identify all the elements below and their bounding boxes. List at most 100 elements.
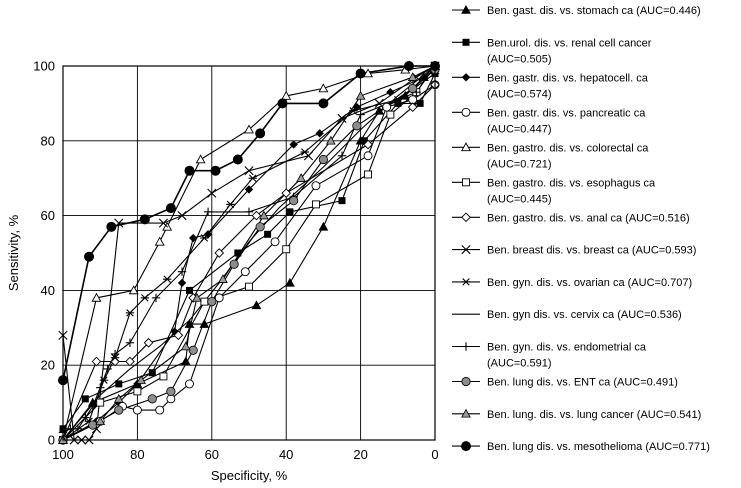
data-point-7 — [337, 113, 347, 123]
legend-item-7: Ben. breast dis. vs. breast ca (AUC=0.59… — [452, 245, 696, 257]
legend-marker — [461, 408, 471, 418]
x-axis-label: Specificity, % — [211, 468, 288, 483]
y-tick-label: 0 — [48, 433, 55, 448]
y-axis-ticks: 0 20 40 60 80 100 — [33, 59, 55, 448]
legend-marker — [461, 212, 471, 223]
data-point-4 — [244, 124, 254, 134]
data-point-0 — [285, 277, 295, 287]
data-point-13 — [106, 221, 117, 232]
data-point-7 — [374, 98, 384, 108]
data-point-8 — [226, 200, 235, 209]
data-point-13 — [318, 98, 329, 109]
data-point-3 — [311, 181, 321, 191]
data-point-8 — [125, 309, 135, 317]
data-point-13 — [84, 251, 95, 262]
legend-marker — [461, 73, 471, 82]
legend-label: (AUC=0.591) — [487, 358, 552, 370]
legend-marker — [462, 178, 470, 187]
legend-label: Ben.urol. dis. vs. renal cell cancer — [487, 37, 652, 49]
data-point-1 — [148, 369, 156, 377]
data-point-1 — [416, 99, 424, 107]
data-point-5 — [245, 282, 253, 291]
data-point-11 — [289, 196, 299, 206]
legend-item-12: Ben. lung. dis. vs. lung cancer (AUC=0.5… — [452, 408, 701, 421]
data-point-1 — [360, 137, 368, 145]
data-point-10 — [125, 338, 135, 347]
x-axis-ticks: 100 80 60 40 20 0 — [52, 447, 438, 462]
legend-marker — [462, 38, 470, 46]
x-tick-label: 100 — [52, 447, 74, 462]
data-point-5 — [312, 200, 320, 209]
data-point-13 — [277, 98, 288, 109]
data-point-2 — [289, 140, 298, 149]
data-point-2 — [419, 73, 429, 82]
data-point-11 — [352, 121, 362, 131]
data-point-10 — [81, 413, 90, 422]
data-point-1 — [264, 230, 272, 238]
data-point-3 — [166, 394, 176, 404]
data-point-11 — [229, 259, 239, 269]
data-point-1 — [286, 208, 294, 216]
data-point-11 — [147, 394, 157, 404]
legend-marker — [461, 142, 471, 152]
legend-item-5: Ben. gastro. dis. vs. esophagus ca (AUC=0… — [452, 177, 656, 205]
legend-label: Ben. gastro. dis. vs. esophagus ca — [487, 177, 656, 189]
data-point-1 — [115, 380, 123, 388]
data-point-12 — [218, 274, 228, 283]
data-point-13 — [232, 154, 243, 165]
data-point-5 — [96, 398, 105, 407]
legend-label: (AUC=0.447) — [487, 123, 552, 135]
data-point-8 — [348, 107, 358, 115]
data-point-6 — [214, 248, 225, 258]
data-point-7 — [244, 166, 254, 176]
legend-label: Ben. lung dis. vs. ENT ca (AUC=0.491) — [487, 377, 678, 389]
x-tick-label: 20 — [353, 447, 367, 462]
series-line-10 — [62, 65, 436, 433]
y-tick-label: 100 — [33, 59, 55, 74]
data-point-10 — [244, 207, 254, 217]
data-point-12 — [407, 72, 418, 81]
legend-label: (AUC=0.505) — [487, 53, 552, 65]
data-point-1 — [185, 286, 193, 294]
data-point-8 — [200, 234, 209, 242]
data-point-11 — [318, 154, 328, 165]
data-point-8 — [162, 275, 172, 283]
data-point-3 — [185, 379, 194, 389]
legend-label: Ben. gastro. dis. vs. anal ca (AUC=0.516… — [487, 212, 690, 224]
legend-marker — [461, 4, 471, 14]
legend-item-2: Ben. gastr. dis. vs. hepatocell. ca (AUC=… — [452, 72, 649, 100]
data-point-6 — [173, 330, 184, 341]
data-point-6 — [125, 356, 135, 367]
data-point-7 — [158, 218, 169, 228]
data-point-4 — [281, 90, 292, 100]
data-point-3 — [214, 293, 224, 303]
data-point-4 — [318, 83, 329, 93]
data-point-10 — [337, 151, 347, 160]
data-point-8 — [140, 294, 150, 302]
legend-label: Ben. breast dis. vs. breast ca (AUC=0.59… — [487, 245, 696, 257]
x-tick-label: 40 — [279, 447, 293, 462]
data-point-1 — [234, 249, 242, 257]
y-tick-label: 80 — [41, 133, 55, 148]
data-point-13 — [255, 128, 266, 139]
data-point-11 — [166, 386, 176, 396]
data-point-10 — [103, 364, 112, 374]
legend-item-3: Ben. gastr. dis. vs. pancreatic ca (AUC=0… — [452, 107, 646, 135]
data-point-10 — [88, 402, 97, 411]
legend-label: Ben. gyn dis. vs. cervix ca (AUC=0.536) — [487, 309, 682, 321]
y-tick-label: 40 — [41, 283, 55, 298]
data-point-2 — [189, 233, 198, 243]
data-point-0 — [374, 105, 385, 115]
data-point-1 — [81, 395, 89, 403]
data-point-7 — [177, 211, 187, 221]
legend: Ben. gast. dis. vs. stomach ca (AUC=0.44… — [452, 4, 710, 453]
data-point-10 — [356, 110, 365, 119]
data-point-13 — [165, 203, 176, 214]
data-point-12 — [259, 210, 269, 220]
data-point-11 — [408, 83, 418, 94]
data-point-12 — [95, 416, 106, 426]
data-point-0 — [180, 356, 191, 366]
data-point-6 — [91, 356, 102, 367]
legend-label: (AUC=0.721) — [487, 158, 552, 170]
